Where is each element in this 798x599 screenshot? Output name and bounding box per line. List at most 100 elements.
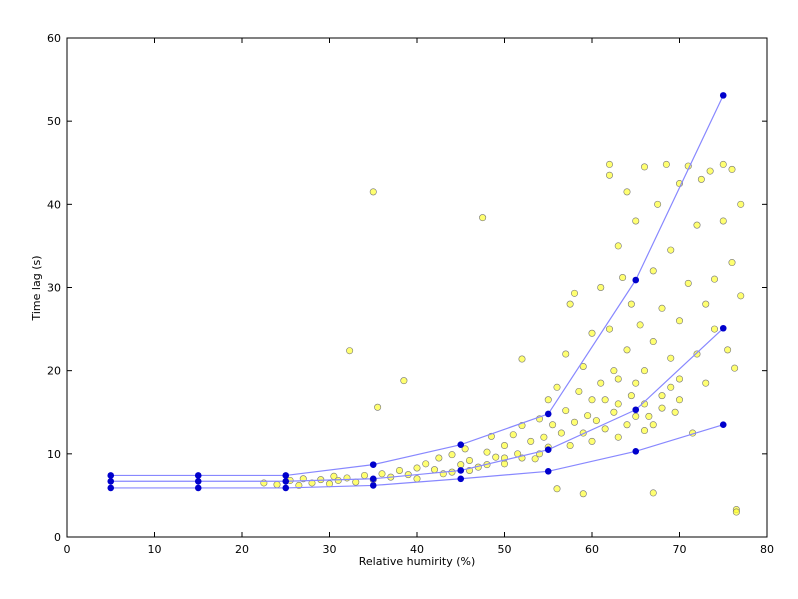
scatter-point	[413, 464, 421, 472]
scatter-point	[632, 412, 640, 420]
scatter-point	[553, 383, 561, 391]
scatter-point	[500, 460, 508, 468]
line-marker	[544, 446, 552, 453]
line-marker	[369, 461, 377, 468]
scatter-point	[570, 418, 578, 426]
scatter-point	[584, 412, 592, 420]
line-marker	[632, 448, 640, 455]
x-tick-label: 70	[673, 543, 687, 556]
scatter-point	[457, 461, 465, 469]
scatter-point	[549, 421, 557, 429]
scatter-point	[675, 317, 683, 325]
line-marker	[719, 92, 727, 99]
scatter-point	[636, 321, 644, 329]
scatter-point	[654, 200, 662, 208]
scatter-point	[728, 165, 736, 173]
scatter-point	[640, 427, 648, 435]
line-marker	[107, 484, 115, 492]
x-tick-label: 0	[64, 543, 71, 556]
scatter-point	[601, 396, 609, 404]
scatter-point	[500, 442, 508, 450]
scatter-point	[566, 442, 574, 450]
scatter-point	[562, 350, 570, 358]
scatter-point	[557, 429, 565, 437]
scatter-point	[731, 364, 739, 372]
scatter-point	[627, 300, 635, 308]
scatter-point	[597, 283, 605, 291]
y-tick-label: 40	[47, 198, 61, 211]
scatter-point	[566, 300, 574, 308]
scatter-point	[404, 471, 412, 479]
y-tick-label: 20	[47, 365, 61, 378]
line-marker	[632, 406, 640, 414]
line-marker	[194, 472, 202, 479]
scatter-point	[614, 433, 622, 441]
y-tick-label: 50	[47, 115, 61, 128]
line-marker	[719, 324, 727, 332]
line-marker	[107, 477, 115, 485]
scatter-point	[461, 445, 469, 453]
scatter-point	[658, 392, 666, 400]
scatter-point	[509, 431, 517, 439]
scatter-point	[400, 377, 408, 385]
fit-line	[110, 327, 724, 482]
scatter-point	[640, 367, 648, 375]
scatter-point	[544, 396, 552, 404]
scatter-point	[395, 466, 403, 474]
scatter-point	[710, 325, 718, 333]
line-marker	[544, 467, 552, 475]
scatter-point	[649, 338, 657, 346]
line-marker	[194, 484, 202, 492]
scatter-point	[667, 383, 675, 391]
scatter-point	[588, 329, 596, 337]
scatter-point	[693, 221, 701, 229]
scatter-point	[728, 259, 736, 267]
scatter-point	[632, 217, 640, 225]
scatter-point	[719, 217, 727, 225]
scatter-point	[649, 489, 657, 497]
scatter-point	[667, 354, 675, 362]
scatter-point	[597, 379, 605, 387]
x-tick-label: 10	[148, 543, 162, 556]
scatter-point	[614, 375, 622, 383]
scatter-point	[413, 475, 421, 483]
scatter-point	[465, 456, 473, 464]
fit-line	[110, 95, 724, 477]
scatter-point	[527, 437, 535, 445]
line-marker	[282, 472, 290, 479]
scatter-point	[662, 160, 670, 168]
scatter-point	[588, 396, 596, 404]
scatter-point	[697, 175, 705, 183]
line-marker	[632, 276, 640, 284]
scatter-point	[605, 171, 613, 179]
scatter-point	[658, 304, 666, 312]
scatter-point	[317, 476, 325, 484]
line-marker	[457, 467, 465, 474]
line-marker	[107, 472, 115, 479]
scatter-point	[671, 408, 679, 416]
scatter-point	[479, 214, 487, 222]
x-tick-label: 40	[410, 543, 424, 556]
line-marker	[457, 475, 465, 483]
y-axis-label: Time lag (s)	[30, 255, 43, 321]
scatter-point	[724, 346, 732, 354]
scatter-point	[610, 408, 618, 416]
scatter-point	[374, 403, 382, 411]
y-tick-label: 30	[47, 282, 61, 295]
scatter-point	[702, 300, 710, 308]
scatter-point	[640, 163, 648, 171]
scatter-point	[737, 200, 745, 208]
scatter-point	[693, 350, 701, 358]
scatter-point	[531, 455, 539, 463]
line-marker	[544, 410, 552, 418]
scatter-point	[710, 275, 718, 283]
scatter-point	[570, 289, 578, 297]
scatter-point	[334, 476, 342, 484]
scatter-point	[706, 167, 714, 175]
scatter-point	[378, 470, 386, 478]
line-marker	[719, 421, 727, 429]
scatter-point	[649, 421, 657, 429]
scatter-point	[273, 481, 281, 489]
line-marker	[369, 475, 377, 483]
